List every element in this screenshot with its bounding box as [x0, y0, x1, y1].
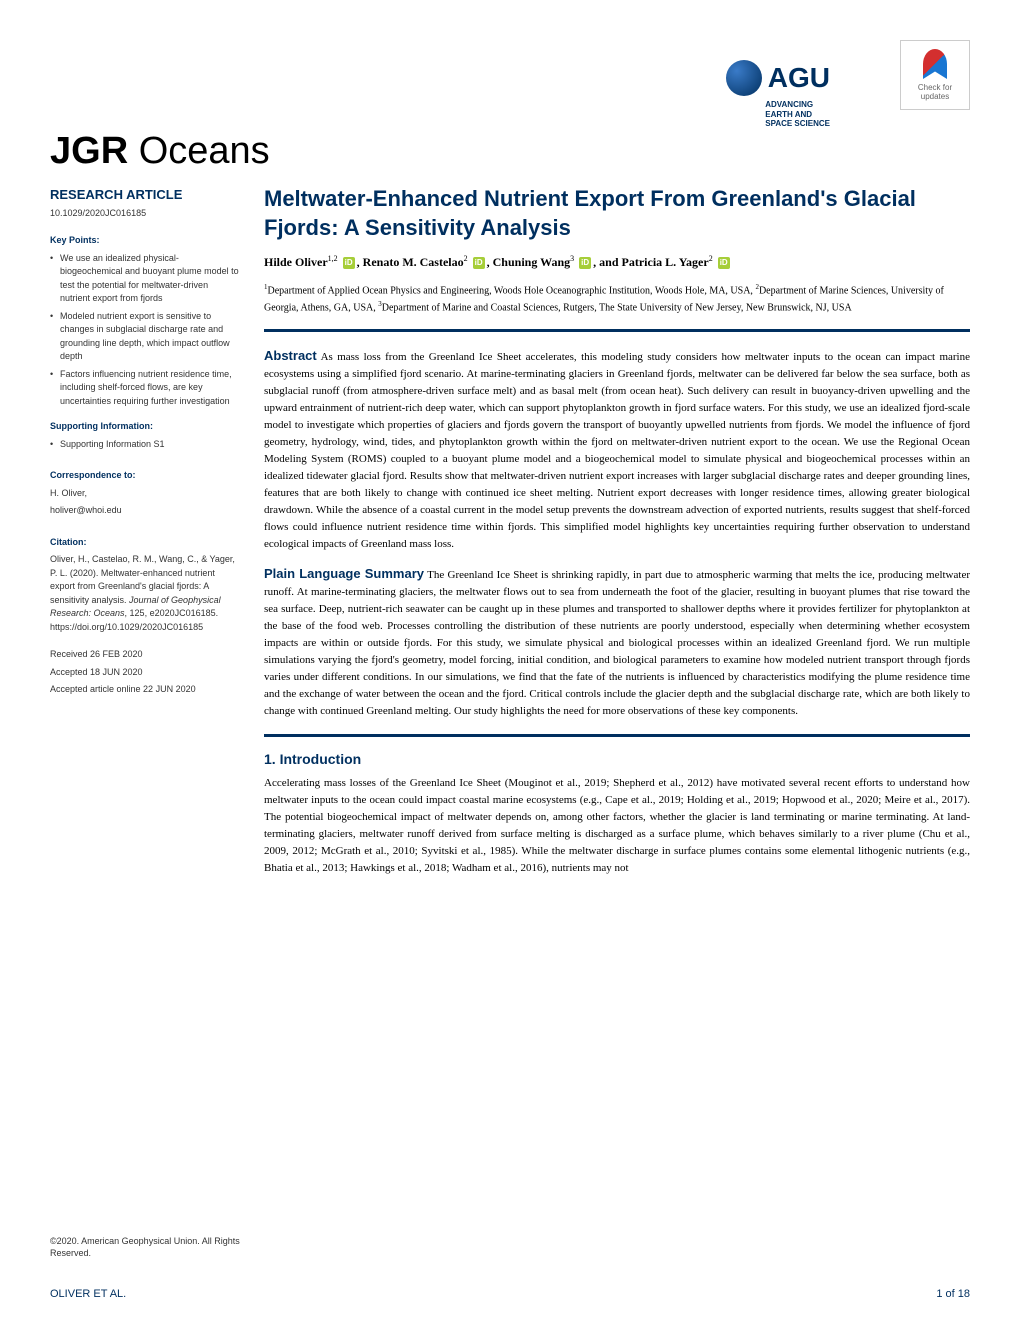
correspondence-name: H. Oliver,: [50, 487, 240, 501]
citation-block: Oliver, H., Castelao, R. M., Wang, C., &…: [50, 553, 240, 634]
agu-text: AGU: [768, 62, 830, 94]
divider: [264, 329, 970, 332]
plain-summary-text: The Greenland Ice Sheet is shrinking rap…: [264, 569, 970, 717]
check-updates-badge[interactable]: Check for updates: [900, 40, 970, 110]
abstract-block: Abstract As mass loss from the Greenland…: [264, 346, 970, 554]
check-updates-text: Check for updates: [918, 83, 952, 101]
sidebar: RESEARCH ARTICLE 10.1029/2020JC016185 Ke…: [50, 185, 240, 877]
affiliation-text: Department of Marine and Coastal Science…: [382, 302, 852, 313]
orcid-icon[interactable]: iD: [579, 257, 591, 269]
affiliation-text: Department of Applied Ocean Physics and …: [268, 286, 756, 297]
correspondence-label: Correspondence to:: [50, 469, 240, 483]
footer-right: 1 of 18: [936, 1288, 970, 1300]
author-sup: 2: [709, 254, 713, 263]
author-sup: 3: [570, 254, 574, 263]
key-points-label: Key Points:: [50, 234, 240, 248]
supporting-label: Supporting Information:: [50, 420, 240, 434]
header: AGU ADVANCING EARTH AND SPACE SCIENCE Ch…: [50, 40, 970, 130]
bookmark-icon: [923, 49, 947, 79]
supporting-list: Supporting Information S1: [50, 438, 240, 452]
intro-text: Accelerating mass losses of the Greenlan…: [264, 775, 970, 877]
author-sup: 2: [464, 254, 468, 263]
article-type: RESEARCH ARTICLE: [50, 185, 240, 205]
journal-light: Oceans: [139, 130, 270, 172]
agu-logo: AGU: [726, 60, 830, 96]
copyright: ©2020. American Geophysical Union. All R…: [50, 1235, 240, 1260]
plain-summary-block: Plain Language Summary The Greenland Ice…: [264, 564, 970, 721]
citation-label: Citation:: [50, 536, 240, 550]
author-name: Hilde Oliver: [264, 255, 328, 269]
author-sup: 1,2: [328, 254, 338, 263]
key-points-list: We use an idealized physical-biogeochemi…: [50, 252, 240, 409]
author-name: Chuning Wang: [493, 255, 571, 269]
key-point-item: Factors influencing nutrient residence t…: [50, 368, 240, 409]
orcid-icon[interactable]: iD: [343, 257, 355, 269]
orcid-icon[interactable]: iD: [473, 257, 485, 269]
agu-tagline: ADVANCING EARTH AND SPACE SCIENCE: [765, 100, 830, 129]
authors-line: Hilde Oliver1,2 iD, Renato M. Castelao2 …: [264, 254, 970, 270]
author-name: Patricia L. Yager: [622, 255, 709, 269]
abstract-text: As mass loss from the Greenland Ice Shee…: [264, 351, 970, 551]
footer: OLIVER ET AL. 1 of 18: [50, 1288, 970, 1300]
footer-left: OLIVER ET AL.: [50, 1288, 126, 1300]
journal-title: JGR Oceans: [50, 130, 970, 173]
key-point-item: We use an idealized physical-biogeochemi…: [50, 252, 240, 306]
orcid-icon[interactable]: iD: [718, 257, 730, 269]
globe-icon: [726, 60, 762, 96]
divider: [264, 734, 970, 737]
plain-summary-label: Plain Language Summary: [264, 566, 424, 581]
intro-heading: 1. Introduction: [264, 751, 970, 767]
doi: 10.1029/2020JC016185: [50, 207, 240, 221]
journal-bold: JGR: [50, 130, 128, 172]
accepted-date: Accepted 18 JUN 2020: [50, 666, 240, 680]
main-content: Meltwater-Enhanced Nutrient Export From …: [264, 185, 970, 877]
received-date: Received 26 FEB 2020: [50, 648, 240, 662]
article-title: Meltwater-Enhanced Nutrient Export From …: [264, 185, 970, 242]
key-point-item: Modeled nutrient export is sensitive to …: [50, 310, 240, 364]
correspondence-email: holiver@whoi.edu: [50, 504, 240, 518]
supporting-item: Supporting Information S1: [50, 438, 240, 452]
published-date: Accepted article online 22 JUN 2020: [50, 683, 240, 697]
author-name: Renato M. Castelao: [363, 255, 464, 269]
affiliations: 1Department of Applied Ocean Physics and…: [264, 282, 970, 315]
abstract-label: Abstract: [264, 348, 317, 363]
